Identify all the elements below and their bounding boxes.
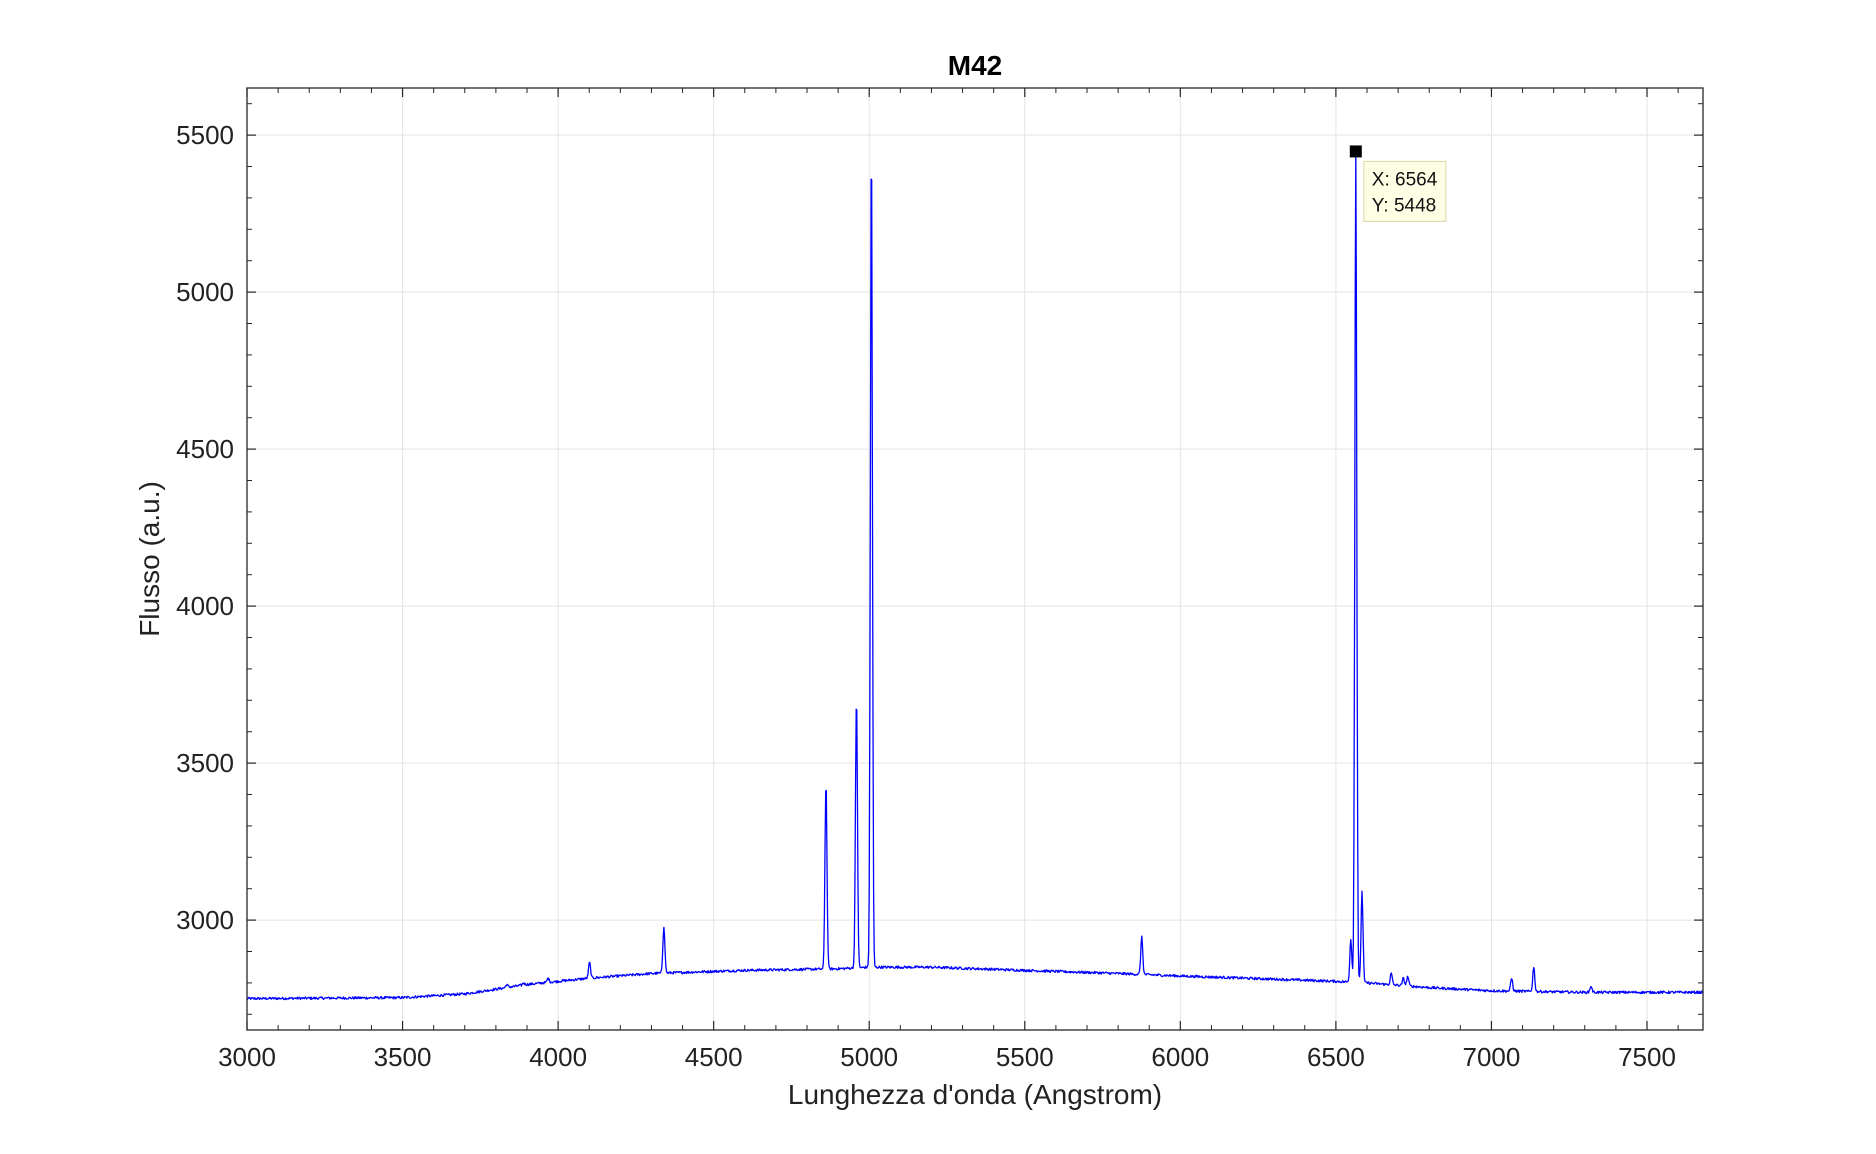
- datatip-y-text: Y: 5448: [1372, 195, 1436, 216]
- x-tick-label: 7000: [1463, 1042, 1521, 1072]
- y-tick-label: 4000: [176, 591, 234, 621]
- chart-title: M42: [948, 50, 1002, 81]
- y-tick-label: 5000: [176, 277, 234, 307]
- x-tick-label: 5000: [840, 1042, 898, 1072]
- x-axis-label: Lunghezza d'onda (Angstrom): [788, 1079, 1162, 1110]
- y-tick-labels: 3000 3500 4000 4500 5000 5500: [176, 120, 234, 935]
- axis-ticks: [246, 88, 1703, 1030]
- y-tick-label: 4500: [176, 434, 234, 464]
- x-tick-label: 4500: [685, 1042, 743, 1072]
- y-axis-label: Flusso (a.u.): [134, 481, 165, 637]
- axes-box: [246, 87, 1704, 1031]
- x-tick-label: 7500: [1618, 1042, 1676, 1072]
- x-tick-label: 6000: [1151, 1042, 1209, 1072]
- y-tick-label: 3000: [176, 905, 234, 935]
- grid: [246, 88, 1703, 1030]
- x-tick-label: 4000: [529, 1042, 587, 1072]
- x-tick-label: 5500: [996, 1042, 1054, 1072]
- x-tick-label: 3500: [374, 1042, 432, 1072]
- plot-area: [247, 88, 1703, 1030]
- datatip-marker[interactable]: [1349, 145, 1362, 158]
- datatip[interactable]: X: 6564 Y: 5448: [1349, 145, 1447, 222]
- y-tick-label: 3500: [176, 748, 234, 778]
- datatip-box: [1363, 160, 1447, 222]
- datatip-x-text: X: 6564: [1372, 169, 1438, 190]
- spectrum-line: [246, 151, 1704, 1001]
- x-tick-label: 3000: [218, 1042, 276, 1072]
- y-tick-label: 5500: [176, 120, 234, 150]
- x-tick-label: 6500: [1307, 1042, 1365, 1072]
- x-tick-labels: 3000 3500 4000 4500 5000 5500 6000 6500 7000 7500: [218, 1042, 1676, 1072]
